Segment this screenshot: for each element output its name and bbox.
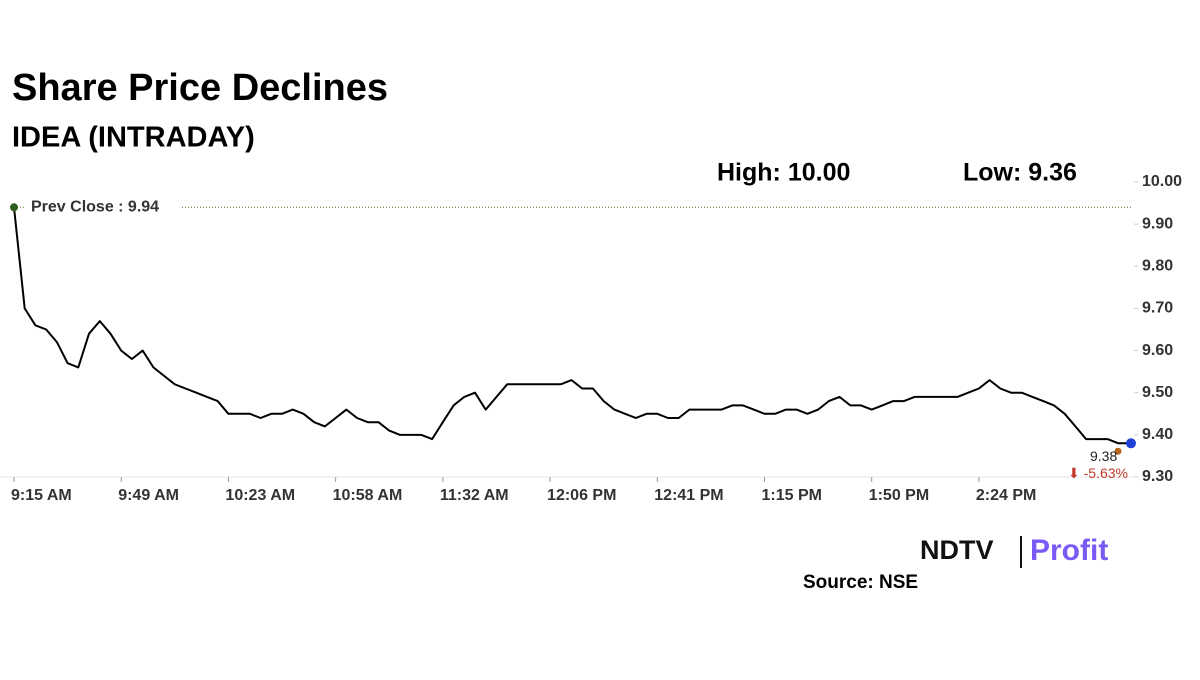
last-value-label: 9.38 — [1090, 448, 1117, 464]
y-tick-label: 9.30 — [1142, 468, 1173, 485]
chart-subtitle: IDEA (INTRADAY) — [12, 122, 255, 154]
source: Source: NSE — [803, 572, 918, 593]
high-label: High: 10.00 — [717, 159, 850, 187]
end-marker — [1126, 438, 1136, 449]
y-tick-label: 9.60 — [1142, 342, 1173, 359]
x-tick-label: 9:15 AM — [11, 487, 72, 504]
x-tick-label: 12:06 PM — [547, 487, 616, 504]
chart-title: Share Price Declines — [12, 67, 388, 109]
low-label: Low: 9.36 — [963, 159, 1077, 187]
y-tick-label: 9.90 — [1142, 215, 1173, 232]
y-tick-label: 9.80 — [1142, 258, 1173, 275]
x-tick-label: 2:24 PM — [976, 487, 1036, 504]
logo-ndtv: NDTV — [920, 535, 994, 565]
y-tick-label: 10.00 — [1142, 173, 1182, 190]
x-tick-label: 10:58 AM — [333, 487, 403, 504]
start-marker — [10, 203, 18, 212]
x-tick-label: 1:15 PM — [761, 487, 821, 504]
last-dot — [1114, 447, 1122, 455]
x-tick-label: 10:23 AM — [225, 487, 295, 504]
logo-profit: Profit — [1030, 534, 1108, 567]
y-tick-label: 9.70 — [1142, 300, 1173, 317]
change-label: ⬇ -5.63% — [1068, 465, 1128, 481]
x-tick-label: 11:32 AM — [440, 487, 509, 504]
y-tick-label: 9.40 — [1142, 426, 1173, 443]
prev-close-label: Prev Close : 9.94 — [31, 199, 159, 216]
prev-close-label-bg — [26, 196, 182, 219]
price-line — [13, 207, 1129, 445]
y-tick-label: 9.50 — [1142, 384, 1173, 401]
x-tick-label: 12:41 PM — [654, 487, 723, 504]
x-tick-label: 1:50 PM — [869, 487, 929, 504]
x-tick-label: 9:49 AM — [118, 487, 179, 504]
